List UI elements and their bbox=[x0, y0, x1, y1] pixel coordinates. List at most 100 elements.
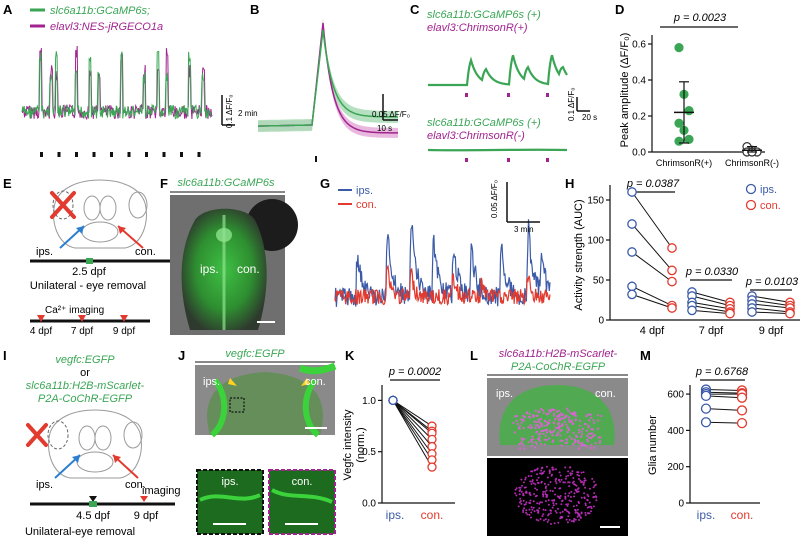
data-point-con bbox=[736, 392, 748, 403]
nucleus-dot bbox=[551, 473, 553, 476]
nucleus-dot bbox=[591, 432, 594, 435]
nucleus-dot bbox=[554, 417, 557, 420]
brain-lobe-left bbox=[83, 195, 101, 221]
nucleus-dot bbox=[561, 413, 564, 416]
p-value: p = 0.0103 bbox=[745, 276, 799, 288]
nucleus-dot bbox=[523, 447, 526, 450]
day-label: 9 dpf bbox=[113, 326, 135, 337]
nucleus-dot bbox=[548, 437, 551, 440]
nucleus-dot bbox=[590, 510, 592, 513]
nucleus-dot bbox=[572, 505, 575, 508]
nucleus-dot bbox=[560, 444, 563, 447]
nucleus-dot bbox=[587, 436, 590, 439]
nucleus-dot bbox=[562, 417, 565, 420]
nucleus-dot bbox=[552, 502, 555, 505]
nucleus-dot bbox=[564, 508, 566, 511]
nucleus-dot bbox=[586, 413, 589, 416]
nucleus-dot bbox=[530, 426, 534, 429]
nucleus-dot bbox=[563, 420, 566, 423]
pair-line bbox=[691, 301, 731, 310]
nucleus-dot bbox=[598, 441, 602, 444]
nucleus-dot bbox=[572, 477, 575, 479]
image-title: slc6a11b:H2B-mScarlet- bbox=[499, 348, 618, 360]
data-point-ips bbox=[700, 390, 712, 402]
nucleus-dot bbox=[567, 481, 570, 484]
nucleus-dot bbox=[537, 418, 540, 421]
y-tick-label: 0.4 bbox=[632, 76, 646, 87]
nucleus-dot bbox=[530, 470, 533, 473]
nucleus-dot bbox=[550, 523, 552, 525]
timeline-caption: Unilateral-eye removal bbox=[25, 526, 135, 538]
nucleus-dot bbox=[567, 503, 569, 506]
nucleus-dot bbox=[530, 439, 533, 442]
inset-vessel bbox=[199, 493, 261, 502]
panel-l: L slc6a11b:H2B-mScarlet- P2A-CoChR-EGFP … bbox=[470, 348, 628, 536]
imaging-marker-icon bbox=[120, 315, 128, 322]
nucleus-dot bbox=[553, 429, 556, 432]
nucleus-dot bbox=[532, 414, 535, 417]
nucleus-dot bbox=[597, 436, 600, 439]
stimulus-marker bbox=[110, 152, 113, 157]
nucleus-dot bbox=[537, 433, 540, 436]
timepoint-marker bbox=[89, 501, 97, 507]
arrow-head-icon bbox=[113, 455, 121, 463]
y-ticks: 0.0 0.5 1.0 bbox=[362, 396, 382, 510]
nucleus-dot bbox=[576, 488, 579, 491]
nucleus-dot bbox=[571, 470, 574, 473]
nucleus-dot bbox=[532, 500, 535, 503]
nucleus-dot bbox=[580, 481, 583, 484]
nucleus-dot bbox=[533, 493, 536, 495]
nucleus-dot bbox=[541, 409, 545, 412]
nucleus-dot bbox=[528, 513, 531, 516]
nucleus-dot bbox=[535, 421, 538, 424]
nucleus-dot bbox=[584, 504, 587, 507]
nucleus-dot bbox=[545, 500, 547, 503]
nucleus-dot bbox=[534, 495, 537, 498]
hindbrain-outline bbox=[81, 221, 119, 243]
nucleus-dot bbox=[534, 441, 537, 444]
nucleus-dot bbox=[578, 428, 581, 431]
nucleus-dot bbox=[572, 443, 575, 446]
nucleus-dot bbox=[542, 513, 545, 516]
panel-letter: B bbox=[250, 2, 259, 17]
nucleus-dot bbox=[568, 492, 571, 495]
nucleus-dot bbox=[551, 466, 554, 469]
nucleus-dot bbox=[577, 439, 580, 442]
y-ticks: 0 200 400 600 bbox=[667, 390, 690, 510]
y-axis-label: Glia number bbox=[647, 415, 659, 475]
legend-label-magenta: elavl3:NES-jRGECO1a bbox=[50, 21, 163, 33]
nucleus-dot bbox=[599, 440, 602, 443]
panel-f: F slc6a11b:GCaMP6s ips. con. bbox=[160, 176, 298, 335]
nucleus-dot bbox=[516, 422, 519, 426]
nucleus-dot bbox=[539, 472, 542, 475]
nucleus-dot bbox=[518, 493, 521, 496]
data-point-ips bbox=[388, 395, 398, 406]
con-label: con. bbox=[237, 262, 260, 276]
eye-right bbox=[128, 191, 148, 219]
nucleus-dot bbox=[554, 480, 557, 483]
nucleus-dot bbox=[577, 471, 580, 474]
nucleus-dot bbox=[533, 420, 536, 423]
nucleus-dot bbox=[587, 495, 590, 498]
nucleus-dot bbox=[519, 500, 522, 503]
pair-line bbox=[705, 395, 743, 399]
nucleus-dot bbox=[547, 514, 549, 517]
nucleus-dot bbox=[545, 431, 549, 434]
nucleus-dot bbox=[523, 437, 526, 440]
legend-label-con: con. bbox=[356, 199, 377, 211]
pair-line bbox=[691, 295, 731, 307]
nucleus-dot bbox=[567, 418, 571, 421]
nucleus-dot bbox=[556, 433, 559, 436]
nucleus-dot bbox=[530, 444, 534, 447]
timeline-caption: Unilateral - eye removal bbox=[30, 280, 146, 292]
panel-d: D p = 0.0023 0.0 0.2 0.4 0.6 Peak amplitude… bbox=[615, 2, 779, 168]
nucleus-dot bbox=[587, 426, 590, 429]
day-label: 7 dpf bbox=[71, 326, 93, 337]
nucleus-dot bbox=[579, 479, 582, 482]
nucleus-dot bbox=[558, 427, 561, 430]
nucleus-dot bbox=[551, 499, 554, 502]
nucleus-dot bbox=[535, 414, 538, 417]
nucleus-dot bbox=[583, 477, 586, 480]
nucleus-dot bbox=[567, 474, 570, 477]
